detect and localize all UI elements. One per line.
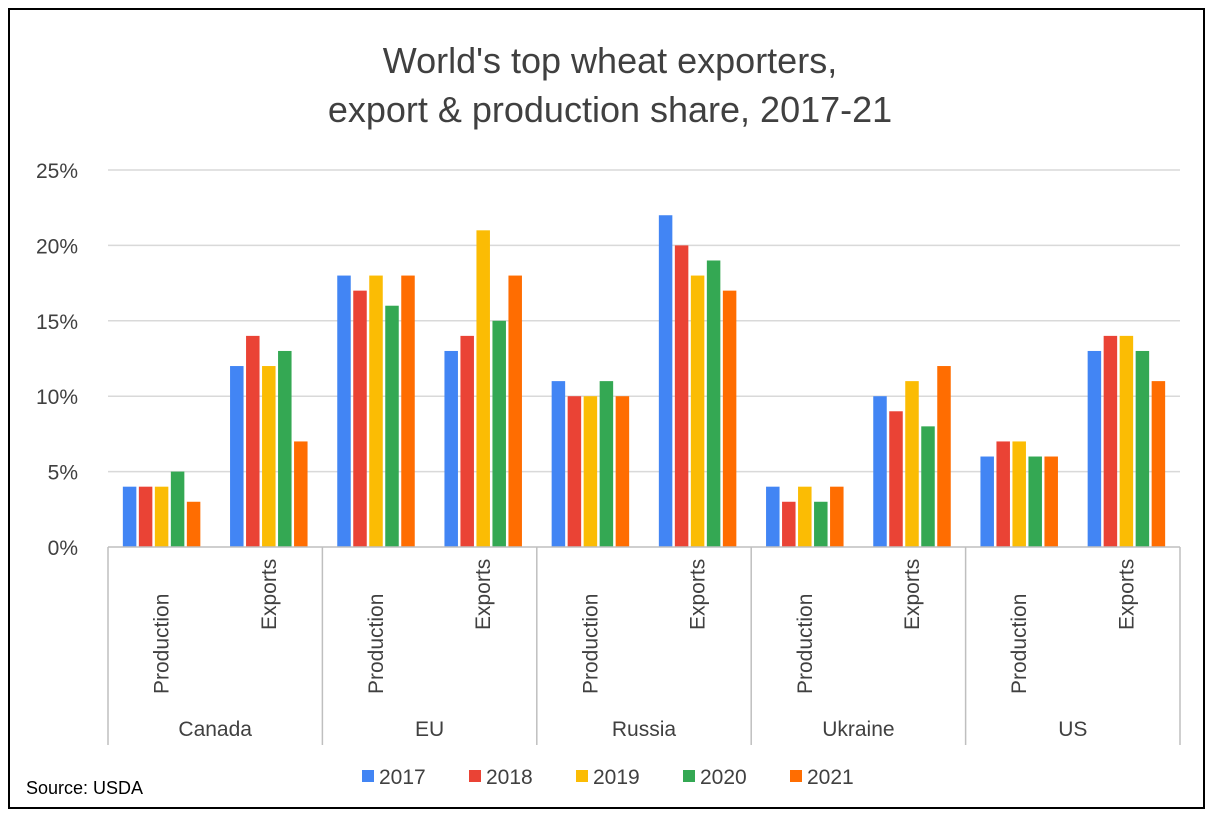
- bar-ukraine-exports-2017: [873, 396, 887, 547]
- bar-russia-production-2020: [599, 381, 614, 547]
- bar-canada-production-2018: [138, 486, 153, 547]
- bar-eu-production-2017: [337, 275, 351, 547]
- x-subcategory-label: Exports: [901, 559, 924, 630]
- bar-eu-production-2021: [401, 275, 415, 547]
- bar-russia-exports-2018: [674, 245, 689, 547]
- bar-eu-exports-2018: [460, 335, 474, 547]
- bar-canada-production-2021: [186, 501, 201, 547]
- bar-ukraine-production-2017: [766, 486, 780, 547]
- chart-title: World's top wheat exporters, export & pro…: [328, 40, 892, 130]
- bar-canada-exports-2019: [262, 366, 276, 547]
- bar-ukraine-production-2020: [814, 501, 828, 547]
- bar-us-exports-2021: [1151, 381, 1166, 547]
- chart-title-line: World's top wheat exporters,: [383, 40, 837, 81]
- x-subcategory-label: Production: [365, 594, 388, 694]
- chart-frame: World's top wheat exporters, export & pro…: [8, 8, 1205, 809]
- bar-us-production-2021: [1044, 456, 1058, 547]
- bar-ukraine-exports-2019: [905, 381, 919, 547]
- bar-eu-exports-2020: [492, 320, 506, 547]
- bar-russia-production-2019: [583, 396, 598, 547]
- bar-russia-exports-2020: [706, 260, 721, 547]
- bar-ukraine-exports-2021: [937, 366, 951, 547]
- x-subcategory-label: Production: [151, 594, 174, 694]
- y-tick-label: 20%: [36, 235, 78, 258]
- bar-eu-production-2020: [385, 305, 399, 547]
- legend-label: 2020: [700, 766, 747, 789]
- x-group-label: US: [1058, 718, 1087, 741]
- bar-ukraine-production-2018: [782, 501, 796, 547]
- source-note: Source: USDA: [26, 778, 143, 798]
- y-tick-label: 25%: [36, 160, 78, 183]
- bar-eu-exports-2019: [476, 230, 490, 547]
- bar-eu-production-2018: [353, 290, 367, 547]
- bar-eu-exports-2021: [508, 275, 522, 547]
- y-tick-label: 10%: [36, 386, 78, 409]
- bars: [122, 215, 1166, 548]
- bar-us-production-2019: [1012, 441, 1026, 547]
- x-subcategory-label: Exports: [258, 559, 281, 630]
- legend-label: 2017: [379, 766, 426, 789]
- bar-canada-exports-2020: [278, 350, 292, 547]
- legend-swatch: [683, 770, 695, 782]
- legend-swatch: [469, 770, 481, 782]
- legend-label: 2019: [593, 766, 640, 789]
- x-axis: Production Exports Canada Production Exports…: [107, 546, 1181, 745]
- bar-ukraine-exports-2020: [921, 426, 935, 547]
- bar-russia-exports-2021: [722, 290, 737, 547]
- bar-eu-production-2019: [369, 275, 383, 547]
- legend: 2017 2018 2019 2020 2021: [362, 766, 854, 789]
- bar-russia-production-2021: [615, 396, 630, 547]
- chart: World's top wheat exporters, export & pro…: [26, 40, 1181, 798]
- bar-us-production-2020: [1028, 456, 1042, 547]
- x-subcategory-label: Exports: [1115, 559, 1138, 630]
- bar-eu-exports-2017: [444, 350, 458, 547]
- bar-ukraine-production-2021: [830, 486, 844, 547]
- x-group-label: Russia: [612, 718, 677, 741]
- bar-canada-production-2017: [122, 486, 137, 547]
- legend-swatch: [362, 770, 374, 782]
- x-subcategory-label: Exports: [472, 559, 495, 630]
- bar-canada-production-2019: [154, 486, 169, 547]
- bar-canada-production-2020: [170, 471, 185, 547]
- x-group-label: Ukraine: [822, 718, 894, 741]
- bar-us-exports-2020: [1135, 350, 1150, 547]
- legend-label: 2021: [807, 766, 854, 789]
- y-tick-label: 0%: [48, 537, 78, 560]
- bar-us-production-2018: [996, 441, 1010, 547]
- bar-canada-exports-2021: [294, 441, 308, 547]
- legend-label: 2018: [486, 766, 533, 789]
- bar-us-exports-2017: [1087, 350, 1102, 547]
- bar-russia-exports-2019: [690, 275, 705, 547]
- bar-ukraine-exports-2018: [889, 411, 903, 547]
- x-group-label: Canada: [178, 718, 252, 741]
- bar-russia-production-2018: [567, 396, 582, 547]
- x-group-label: EU: [415, 718, 444, 741]
- bar-russia-production-2017: [551, 381, 566, 547]
- bar-us-production-2017: [980, 456, 994, 547]
- bar-canada-exports-2017: [230, 366, 244, 547]
- legend-swatch: [790, 770, 802, 782]
- x-subcategory-label: Exports: [687, 559, 710, 630]
- chart-title-line: export & production share, 2017-21: [328, 89, 892, 130]
- bar-us-exports-2019: [1119, 335, 1134, 547]
- x-subcategory-label: Production: [579, 594, 602, 694]
- bar-ukraine-production-2019: [798, 486, 812, 547]
- legend-swatch: [576, 770, 588, 782]
- y-tick-label: 5%: [48, 462, 78, 485]
- x-subcategory-label: Production: [1008, 594, 1031, 694]
- y-tick-label: 15%: [36, 311, 78, 334]
- bar-us-exports-2018: [1103, 335, 1118, 547]
- bar-russia-exports-2017: [658, 215, 673, 548]
- x-subcategory-label: Production: [794, 594, 817, 694]
- bar-canada-exports-2018: [246, 335, 260, 547]
